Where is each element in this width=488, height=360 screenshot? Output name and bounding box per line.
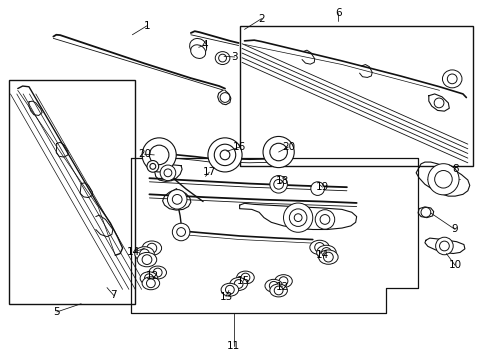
Ellipse shape — [274, 275, 292, 288]
Circle shape — [315, 210, 334, 229]
Circle shape — [220, 150, 229, 160]
Ellipse shape — [264, 279, 282, 292]
Circle shape — [160, 165, 175, 181]
Text: 7: 7 — [110, 291, 117, 301]
Circle shape — [320, 215, 329, 224]
Text: 20: 20 — [138, 149, 151, 159]
Text: 4: 4 — [201, 40, 207, 50]
Circle shape — [207, 138, 242, 172]
Circle shape — [147, 243, 157, 253]
Circle shape — [294, 214, 302, 221]
Circle shape — [269, 143, 287, 161]
Text: 16: 16 — [232, 142, 246, 152]
Text: 11: 11 — [227, 341, 240, 351]
Circle shape — [283, 203, 312, 232]
Text: 5: 5 — [53, 307, 60, 317]
Circle shape — [434, 171, 451, 188]
Text: 8: 8 — [451, 163, 458, 174]
Circle shape — [149, 145, 168, 165]
Circle shape — [163, 169, 171, 177]
Text: 9: 9 — [451, 225, 458, 234]
Circle shape — [269, 176, 287, 193]
Ellipse shape — [215, 51, 229, 64]
Circle shape — [427, 164, 458, 195]
Circle shape — [279, 277, 287, 285]
Ellipse shape — [236, 271, 254, 284]
Ellipse shape — [318, 250, 337, 264]
Text: 2: 2 — [258, 14, 264, 24]
Text: 10: 10 — [447, 260, 461, 270]
Circle shape — [150, 163, 156, 169]
Text: 14: 14 — [126, 247, 140, 257]
Text: 20: 20 — [281, 142, 294, 152]
Circle shape — [214, 144, 235, 166]
Text: 15: 15 — [236, 276, 250, 286]
Text: 17: 17 — [203, 167, 216, 177]
Ellipse shape — [442, 70, 461, 88]
Ellipse shape — [142, 277, 159, 290]
Circle shape — [420, 207, 430, 217]
Circle shape — [435, 237, 452, 255]
Circle shape — [218, 54, 226, 62]
Ellipse shape — [135, 247, 154, 261]
Circle shape — [234, 280, 243, 288]
Text: 1: 1 — [143, 21, 150, 31]
Circle shape — [153, 268, 162, 277]
Text: 18: 18 — [275, 176, 288, 186]
Circle shape — [167, 190, 186, 209]
Bar — [239, 26, 472, 166]
Circle shape — [176, 228, 185, 237]
Circle shape — [439, 241, 448, 251]
Circle shape — [321, 248, 330, 257]
Ellipse shape — [309, 240, 329, 255]
Ellipse shape — [149, 266, 166, 279]
Circle shape — [142, 255, 152, 265]
Circle shape — [146, 279, 155, 288]
Text: 3: 3 — [231, 52, 238, 62]
Circle shape — [220, 93, 229, 102]
Ellipse shape — [229, 278, 247, 291]
Circle shape — [241, 273, 249, 282]
Circle shape — [433, 98, 443, 108]
Text: 12: 12 — [275, 282, 288, 292]
Ellipse shape — [269, 284, 287, 297]
Circle shape — [273, 179, 283, 189]
Circle shape — [140, 249, 149, 259]
Circle shape — [269, 282, 278, 290]
Text: 19: 19 — [315, 182, 328, 192]
Circle shape — [447, 74, 456, 84]
Ellipse shape — [316, 245, 335, 260]
Circle shape — [263, 136, 294, 168]
Bar — [9, 80, 135, 304]
Circle shape — [225, 285, 234, 294]
Circle shape — [323, 252, 332, 262]
Circle shape — [289, 209, 306, 226]
Circle shape — [172, 223, 189, 241]
Circle shape — [310, 182, 324, 195]
Ellipse shape — [142, 241, 161, 255]
Ellipse shape — [189, 39, 206, 55]
Circle shape — [142, 138, 176, 172]
Ellipse shape — [140, 272, 158, 285]
Circle shape — [274, 286, 283, 295]
Text: 12: 12 — [146, 271, 159, 281]
Ellipse shape — [190, 45, 205, 58]
Circle shape — [172, 194, 182, 204]
Circle shape — [147, 161, 158, 172]
Text: 14: 14 — [315, 249, 328, 260]
Circle shape — [144, 274, 153, 283]
Ellipse shape — [221, 283, 238, 296]
Text: 6: 6 — [334, 8, 341, 18]
Ellipse shape — [137, 252, 157, 267]
Text: 13: 13 — [219, 292, 232, 302]
Circle shape — [314, 243, 324, 252]
